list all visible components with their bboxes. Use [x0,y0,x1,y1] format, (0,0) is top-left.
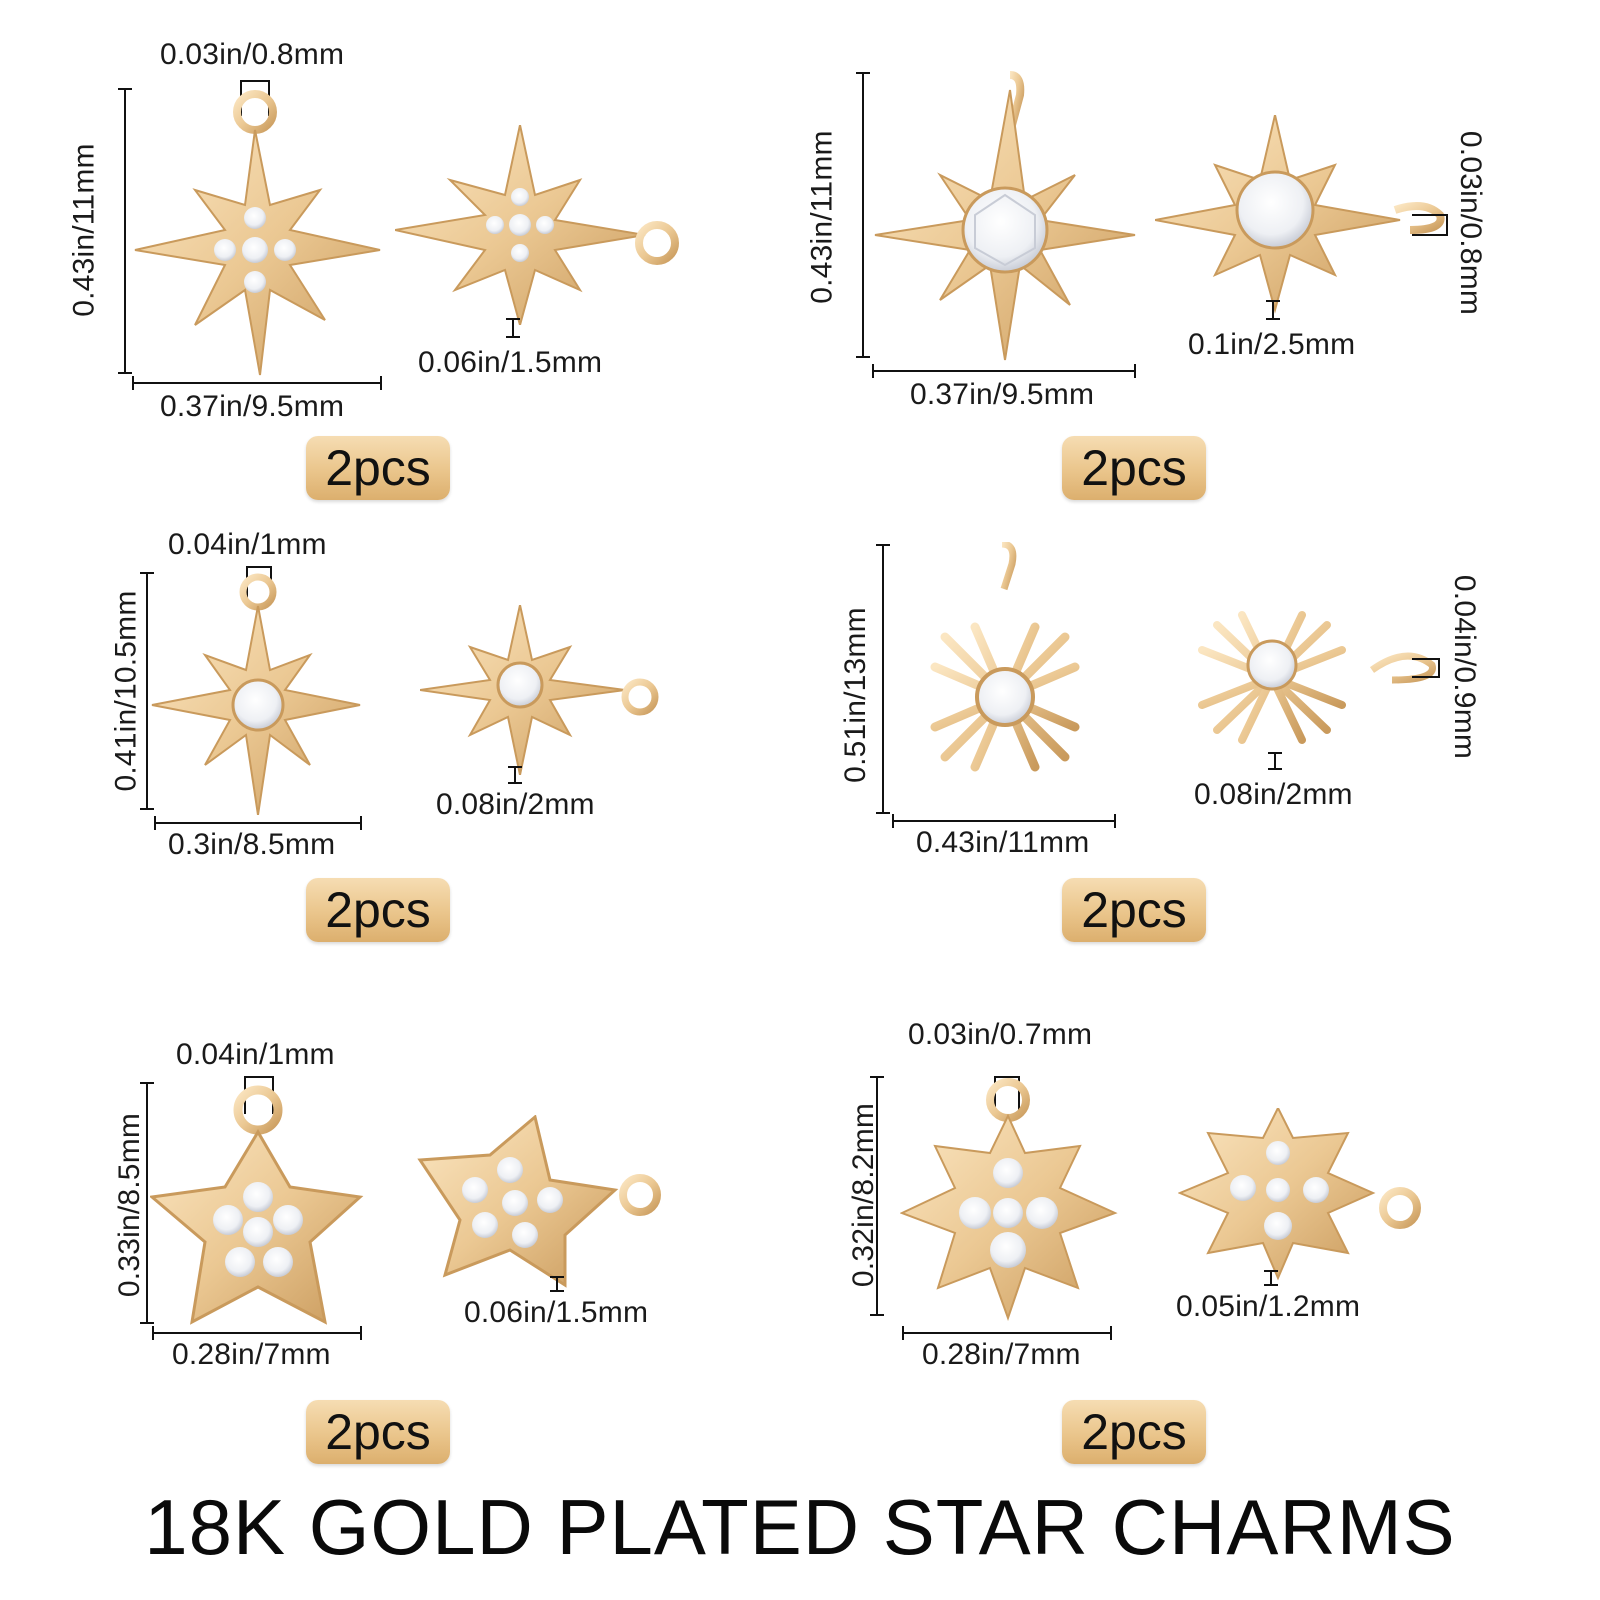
thickness-marker [556,1276,558,1292]
height-ruler [146,572,148,810]
star-charm-side [1178,1108,1421,1281]
hole-size-label: 0.03in/0.7mm [908,1018,1093,1051]
star-charm-front [134,90,381,376]
thickness-label: 0.08in/2mm [1194,778,1353,811]
width-ruler [892,820,1116,822]
width-label: 0.37in/9.5mm [910,378,1095,411]
quantity-badge: 2pcs [306,436,450,500]
hole-marker [1412,214,1448,216]
thickness-marker [1270,1270,1272,1286]
height-label: 0.33in/8.5mm [113,1112,147,1298]
width-label: 0.28in/7mm [172,1338,331,1371]
width-label: 0.43in/11mm [916,826,1090,859]
width-ruler [152,1332,362,1334]
thickness-label: 0.06in/1.5mm [464,1296,649,1329]
quantity-badge: 2pcs [1062,436,1206,500]
height-label: 0.43in/11mm [67,143,101,317]
charm-cell-6: 0.03in/0.7mm 0.32in/8.2mm 0.28in/7mm 0.0… [800,1000,1600,1500]
hole-size-label: 0.04in/0.9mm [1448,574,1482,760]
thickness-label: 0.08in/2mm [436,788,595,821]
hole-marker [1412,658,1440,660]
height-ruler [882,544,884,814]
star-charm-side [420,605,659,775]
width-label: 0.28in/7mm [922,1338,1081,1371]
quantity-badge: 2pcs [1062,1400,1206,1464]
thickness-marker [512,318,514,338]
thickness-label: 0.05in/1.2mm [1176,1290,1361,1323]
height-label: 0.41in/10.5mm [109,590,143,792]
star-charm-side [417,1115,661,1288]
hole-size-label: 0.03in/0.8mm [160,38,345,71]
height-ruler [876,1076,878,1316]
star-charm-side [1163,586,1436,764]
hole-marker [244,1076,274,1078]
height-ruler [862,72,864,358]
hole-marker [240,80,270,82]
width-ruler [132,382,382,384]
hole-size-label: 0.04in/1mm [168,528,327,561]
star-charm-front [900,1078,1118,1322]
width-label: 0.37in/9.5mm [160,390,345,423]
width-label: 0.3in/8.5mm [168,828,336,861]
thickness-label: 0.06in/1.5mm [418,346,603,379]
star-charm-front [151,573,361,815]
thickness-label: 0.1in/2.5mm [1188,328,1356,361]
hole-size-label: 0.03in/0.8mm [1454,130,1488,316]
star-charm-front [150,1085,364,1325]
charm-cell-4: 0.51in/13mm 0.43in/11mm [800,500,1600,1000]
thickness-marker [1272,300,1274,320]
charm-cell-1: 0.03in/0.8mm 0.43in/11mm 0.37in/9.5mm 0.… [0,0,800,500]
charm-cell-5: 0.04in/1mm 0.33in/8.5mm 0.28in/7mm 0.06i… [0,1000,800,1500]
star-charm-front [874,71,1136,361]
page-title: 18K GOLD PLATED STAR CHARMS [144,1483,1456,1571]
hole-size-label: 0.04in/1mm [176,1038,335,1071]
charm-cell-3: 0.04in/1mm 0.41in/10.5mm 0.3in/8.5mm 0.0… [0,500,800,1000]
star-charm-side [395,125,679,325]
width-ruler [872,370,1136,372]
thickness-marker [514,766,516,784]
charm-cell-2: 0.43in/11mm 0.37in/9.5mm 0.03in/0.8mm 0.… [800,0,1600,500]
star-charm-side [1155,115,1445,314]
hole-marker [246,566,272,568]
height-ruler [146,1082,148,1324]
quantity-badge: 2pcs [306,878,450,942]
star-charm-front [890,542,1120,815]
quantity-badge: 2pcs [1062,878,1206,942]
height-label: 0.43in/11mm [805,130,839,304]
hole-marker [994,1076,1020,1078]
quantity-badge: 2pcs [306,1400,450,1464]
width-ruler [902,1332,1112,1334]
height-ruler [124,88,126,374]
thickness-marker [1274,752,1276,770]
height-label: 0.51in/13mm [838,607,872,783]
width-ruler [154,822,362,824]
height-label: 0.32in/8.2mm [847,1102,881,1288]
